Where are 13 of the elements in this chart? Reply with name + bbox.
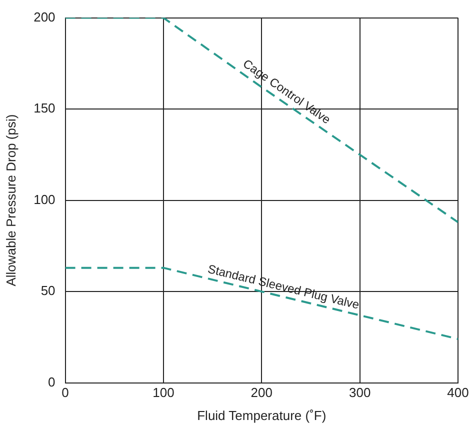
y-tick-label: 200 — [34, 9, 56, 24]
x-axis-title: Fluid Temperature (˚F) — [197, 408, 326, 423]
y-tick-label: 100 — [34, 192, 56, 207]
y-tick-label: 0 — [48, 374, 56, 390]
x-tick-label: 300 — [348, 385, 371, 400]
x-tick-label: 400 — [447, 385, 469, 400]
x-tick-label: 200 — [250, 385, 272, 400]
line-series — [65, 266, 458, 340]
y-axis-title: Allowable Pressure Drop (psi) — [3, 114, 18, 286]
x-tick-label: 100 — [152, 385, 174, 400]
y-tick-label: 50 — [40, 283, 56, 298]
x-tick-label: 0 — [62, 385, 69, 400]
y-tick-label: 150 — [34, 100, 56, 116]
